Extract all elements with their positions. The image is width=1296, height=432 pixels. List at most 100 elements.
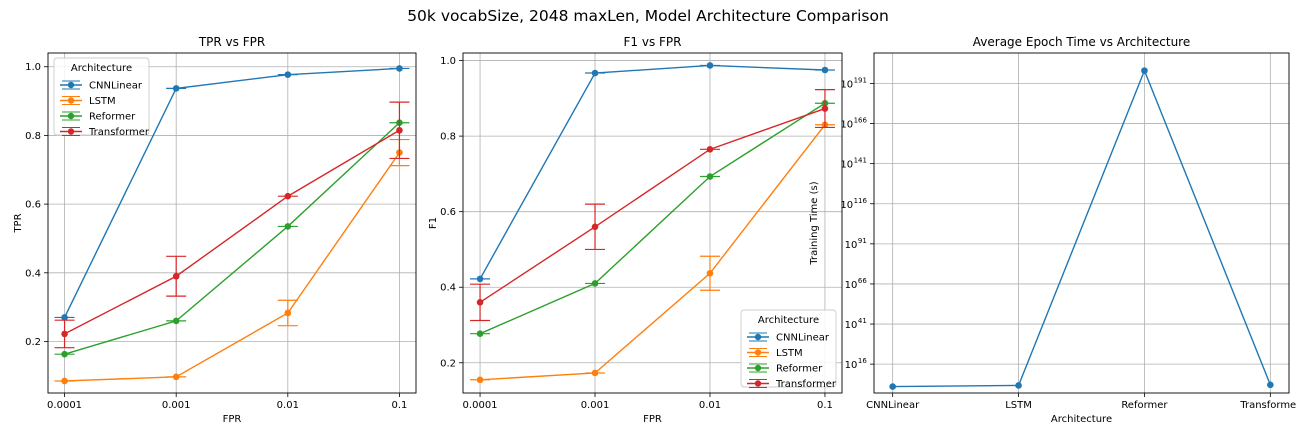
y-tick-label: 0.2 [440,358,456,369]
data-point [821,66,829,74]
data-point [591,223,599,231]
legend-swatch-marker [754,349,762,356]
y-tick-exponent: 116 [854,197,868,205]
y-tick-exponent: 16 [858,357,867,365]
y-tick-exponent: 66 [858,277,867,285]
legend-entry-label: LSTM [776,348,803,359]
data-point [396,65,403,72]
x-tick-label: Transformer [1239,400,1296,411]
series-line-cnnlinear [479,64,825,280]
legend-entry-label: Transformer [775,379,837,390]
legend-swatch-marker [67,97,75,104]
series-line-reformer [64,122,400,355]
y-tick-exponent: 91 [858,237,867,245]
data-point [476,330,484,337]
legend-swatch-marker [754,380,762,387]
x-tick-label: 0.001 [581,400,610,411]
data-point [476,275,484,283]
y-axis-label: Training Time (s) [809,181,820,265]
y-tick-label: 0.4 [440,283,456,294]
data-point [396,126,403,134]
y-tick-label: 0.4 [25,268,41,279]
x-axis-label: FPR [223,414,242,425]
chart-title: F1 vs FPR [624,35,682,49]
legend-swatch-marker [67,112,75,120]
data-point [172,317,180,325]
data-point [591,69,599,77]
y-tick-label: 1.0 [25,62,41,73]
legend-entry-label: LSTM [89,96,116,107]
y-tick-label: 1.0 [440,56,456,67]
y-tick-label: 10 [845,360,858,371]
data-point [284,192,292,200]
y-tick-label: 10 [845,240,858,251]
data-point [706,62,714,69]
x-tick-label: 0.01 [277,400,299,411]
data-point [889,383,896,390]
axes-frame [462,52,843,394]
x-axis-label: FPR [643,414,662,425]
y-tick-exponent: 191 [854,76,867,84]
data-point [706,146,714,153]
legend-title: Architecture [758,315,819,326]
data-point [284,309,292,317]
legend: Architecture CNNLinear LSTM Reformer Transfo… [53,57,150,138]
y-axis-label: F1 [428,217,439,229]
legend-title: Architecture [71,63,132,74]
series-line-lstm [64,152,401,382]
chart-panel-1: TPR vs FPR 0.2 0.4 0.6 0.8 1.0 0.0001 0.001 0.01… [13,35,417,425]
y-tick-label: 10 [840,160,853,171]
y-tick-label: 0.2 [25,337,41,348]
legend-entry-label: Transformer [88,127,150,138]
data-point [706,269,714,277]
y-tick-label: 10 [845,320,858,331]
series-line-transformer [64,129,400,335]
x-tick-label: 0.0001 [47,400,82,411]
chart-title: Average Epoch Time vs Architecture [973,35,1190,49]
series-line-cnnlinear [63,67,400,318]
x-tick-label: 0.1 [391,400,407,411]
data-point [591,369,599,377]
y-tick-label: 0.6 [440,207,456,218]
series-line-transformer [479,107,826,303]
legend-entry-label: CNNLinear [776,333,830,344]
data-point [61,330,68,338]
data-point [476,299,484,306]
y-tick-exponent: 166 [854,117,868,125]
data-point [476,376,484,384]
data-point [61,377,68,385]
x-tick-label: 0.1 [817,400,833,411]
chart-panel-2: F1 vs FPR 0.2 0.4 0.6 0.8 1.0 0.0001 0.001 0.01 0… [428,35,843,425]
y-tick-label: 0.8 [25,131,41,142]
data-point [821,105,829,112]
y-tick-label: 10 [845,280,858,291]
legend-swatch-marker [754,364,762,372]
y-tick-label: 0.8 [440,132,456,143]
x-tick-label: 0.001 [162,400,191,411]
data-point [706,173,714,180]
data-point [172,373,180,381]
y-tick-label: 10 [840,200,853,211]
x-tick-label: Reformer [1121,400,1168,411]
series-line-reformer [479,102,826,335]
axes-frame [873,52,1290,394]
legend: Architecture CNNLinear LSTM Reformer Transfo… [740,309,837,390]
x-tick-label: 0.0001 [463,400,498,411]
data-point [172,272,180,280]
data-point [61,314,68,321]
legend-entry-label: Reformer [89,112,136,123]
series-line-lstm [480,124,826,381]
y-tick-label: 10 [840,120,853,131]
data-point [284,223,292,230]
axes-frame [47,52,417,394]
legend-entry-label: Reformer [776,364,823,375]
chart-title: TPR vs FPR [198,35,265,49]
data-point [591,280,599,287]
x-axis-label: Architecture [1051,414,1112,425]
data-point [284,71,292,78]
figure-title: 50k vocabSize, 2048 maxLen, Model Archit… [407,7,889,25]
legend-entry-label: CNNLinear [89,81,143,92]
y-tick-label: 10 [840,79,853,90]
